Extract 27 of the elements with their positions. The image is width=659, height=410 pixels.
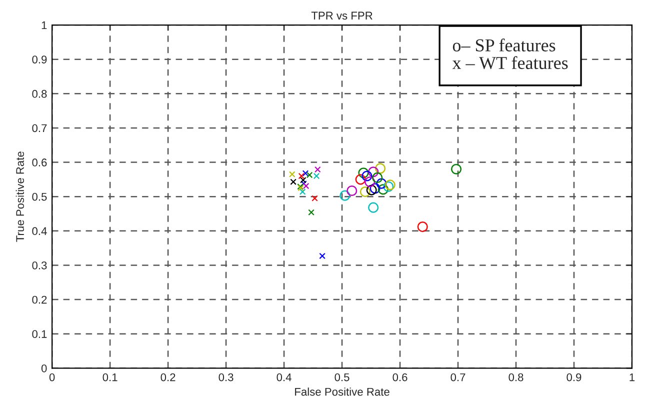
y-tick-label: 0.1 [32, 330, 47, 338]
y-tick-label: 0.7 [32, 124, 47, 132]
y-tick-label: 0.4 [32, 227, 47, 236]
x-tick-label: 1 [630, 373, 635, 382]
x-tick-label: 0.9 [566, 373, 582, 382]
x-tick-label: 0.8 [508, 373, 524, 382]
y-tick-label: 0.6 [32, 158, 47, 166]
x-tick-label: 0.6 [392, 373, 408, 382]
y-tick-label: 0 [41, 364, 47, 372]
x-tick-label: 0.1 [102, 373, 118, 382]
x-tick-label: 0.4 [276, 373, 292, 382]
chart-title: TPR vs FPR [311, 12, 372, 20]
x-axis-title: False Positive Rate [295, 388, 390, 396]
y-tick-label: 0.2 [32, 296, 47, 304]
y-tick-label: 0.3 [32, 261, 47, 270]
y-tick-label: 0.5 [32, 192, 47, 201]
x-tick-label: 0.2 [160, 373, 176, 382]
y-tick-label: 0.8 [32, 90, 47, 98]
x-tick-label: 0.5 [334, 373, 350, 382]
x-tick-label: 0 [49, 373, 55, 382]
y-tick-label: 0.9 [32, 56, 47, 64]
x-tick-label: 0.3 [218, 373, 234, 382]
x-tick-label: 0.7 [450, 373, 466, 382]
y-axis-title: True Positive Rate [16, 152, 24, 242]
annotation: o– SP features [452, 38, 556, 52]
annotation: x – WT features [452, 56, 568, 70]
y-tick-label: 1 [42, 21, 47, 30]
